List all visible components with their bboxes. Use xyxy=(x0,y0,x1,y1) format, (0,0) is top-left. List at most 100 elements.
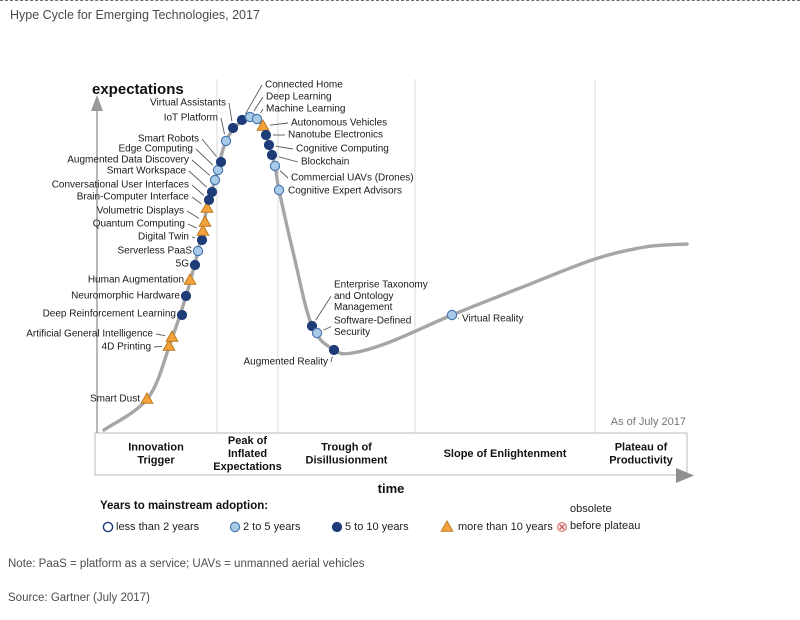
tech-label: Quantum Computing xyxy=(93,219,185,230)
leader-line xyxy=(228,102,233,122)
tech-point-circle-dark-icon xyxy=(260,129,272,141)
tech-label: Management xyxy=(334,302,393,313)
leader-line xyxy=(195,148,214,166)
tech-label: Machine Learning xyxy=(266,104,346,115)
tech-point-circle-light-icon xyxy=(251,113,263,125)
tech-point-circle-light-icon xyxy=(269,160,281,172)
leader-line xyxy=(330,356,333,363)
tech-label: Human Augmentation xyxy=(88,275,184,286)
hype-cycle-chart: expectations time As of July 2017 Years … xyxy=(26,79,694,533)
tech-point-triangle-icon xyxy=(140,391,154,404)
tech-label: Augmented Reality xyxy=(244,357,329,368)
obsolete-marker-x-icon xyxy=(559,524,565,530)
legend-label: 2 to 5 years xyxy=(243,521,301,533)
hype-curve xyxy=(102,113,689,432)
leader-line xyxy=(245,84,263,115)
tech-label: IoT Platform xyxy=(164,113,218,124)
leader-line xyxy=(260,108,264,114)
tech-point-circle-light-icon xyxy=(192,245,204,257)
tech-point-triangle-icon xyxy=(162,338,176,351)
leader-line xyxy=(191,184,205,196)
y-axis-label: expectations xyxy=(92,81,184,98)
legend-label: more than 10 years xyxy=(458,521,553,533)
y-axis-arrowhead-icon xyxy=(91,95,103,111)
tech-label: Serverless PaaS xyxy=(118,246,193,257)
tech-label: Autonomous Vehicles xyxy=(291,118,387,129)
phase-band xyxy=(94,432,688,476)
tech-label: Deep Learning xyxy=(266,92,332,103)
phase-label: Inflated xyxy=(228,448,267,460)
phase-label: Trough of xyxy=(321,441,372,453)
tech-point-circle-light-icon xyxy=(446,309,458,321)
tech-point-triangle-icon xyxy=(256,118,270,131)
tech-label: 5G xyxy=(176,259,190,270)
leader-line xyxy=(315,296,332,321)
tech-point-circle-dark-icon xyxy=(215,156,227,168)
phase-label: Expectations xyxy=(213,461,281,473)
tech-point-circle-light-icon xyxy=(209,174,221,186)
leader-line xyxy=(253,96,264,112)
leader-line xyxy=(269,122,289,126)
x-axis-arrowhead-icon xyxy=(676,468,694,483)
tech-point-triangle-icon xyxy=(200,200,214,213)
tech-label: Commercial UAVs (Drones) xyxy=(291,173,414,184)
leader-line xyxy=(220,117,225,135)
tech-label: Nanotube Electronics xyxy=(288,130,383,141)
legend-label: less than 2 years xyxy=(116,521,200,533)
source-text: Source: Gartner (July 2017) xyxy=(8,592,150,604)
tech-point-triangle-icon xyxy=(196,223,210,236)
legend-label: obsolete xyxy=(570,503,612,515)
tech-point-circle-dark-icon xyxy=(176,309,188,321)
tech-label: Software-Defined xyxy=(334,316,411,327)
tech-label: Artificial General Intelligence xyxy=(26,329,153,340)
legend-label: before plateau xyxy=(570,520,640,532)
legend-circle-light-icon xyxy=(229,521,241,533)
tech-label: Virtual Reality xyxy=(462,314,524,325)
page-title: Hype Cycle for Emerging Technologies, 20… xyxy=(10,8,260,22)
tech-label: Cognitive Expert Advisors xyxy=(288,186,402,197)
tech-point-circle-dark-icon xyxy=(266,149,278,161)
tech-label: Augmented Data Discovery xyxy=(67,155,189,166)
as-of-date: As of July 2017 xyxy=(611,416,686,428)
tech-point-triangle-icon xyxy=(165,329,179,342)
leader-line xyxy=(323,326,332,331)
tech-label: Deep Reinforcement Learning xyxy=(43,309,176,320)
leader-line xyxy=(457,318,460,320)
phase-label: Slope of Enlightenment xyxy=(444,448,567,460)
tech-point-circle-dark-icon xyxy=(227,122,239,134)
tech-label: Volumetric Displays xyxy=(97,206,184,217)
tech-label: Brain-Computer Interface xyxy=(77,192,190,203)
tech-label: Security xyxy=(334,327,370,338)
tech-point-circle-light-icon xyxy=(220,135,232,147)
tech-label: Neuromorphic Hardware xyxy=(71,291,180,302)
x-axis-label: time xyxy=(378,481,405,496)
tech-label: Smart Dust xyxy=(90,394,140,405)
leader-line xyxy=(187,223,197,229)
tech-point-triangle-icon xyxy=(198,214,212,227)
phase-label: Trigger xyxy=(137,454,175,466)
tech-point-triangle-icon xyxy=(183,272,197,285)
leader-line xyxy=(188,170,208,188)
legend-circle-dark-icon xyxy=(331,521,343,533)
tech-label: Virtual Assistants xyxy=(150,98,226,109)
leader-line xyxy=(186,210,200,219)
tech-label: 4D Printing xyxy=(102,342,151,353)
phase-label: Peak of xyxy=(228,435,267,447)
phase-label: Plateau of xyxy=(615,441,668,453)
tech-point-circle-dark-icon xyxy=(328,344,340,356)
leader-line xyxy=(191,196,202,205)
tech-label: Digital Twin xyxy=(138,232,189,243)
leader-line xyxy=(201,138,217,157)
tech-point-circle-dark-icon xyxy=(206,186,218,198)
tech-label: Connected Home xyxy=(265,80,343,91)
tech-point-circle-dark-icon xyxy=(263,139,275,151)
tech-point-circle-dark-icon xyxy=(189,259,201,271)
leader-line xyxy=(279,170,289,179)
tech-point-circle-dark-icon xyxy=(306,320,318,332)
legend-circle-open-icon xyxy=(102,521,114,533)
leader-line xyxy=(155,333,166,337)
leader-line xyxy=(275,145,294,150)
tech-label: Smart Workspace xyxy=(107,166,187,177)
phase-label: Disillusionment xyxy=(306,454,388,466)
